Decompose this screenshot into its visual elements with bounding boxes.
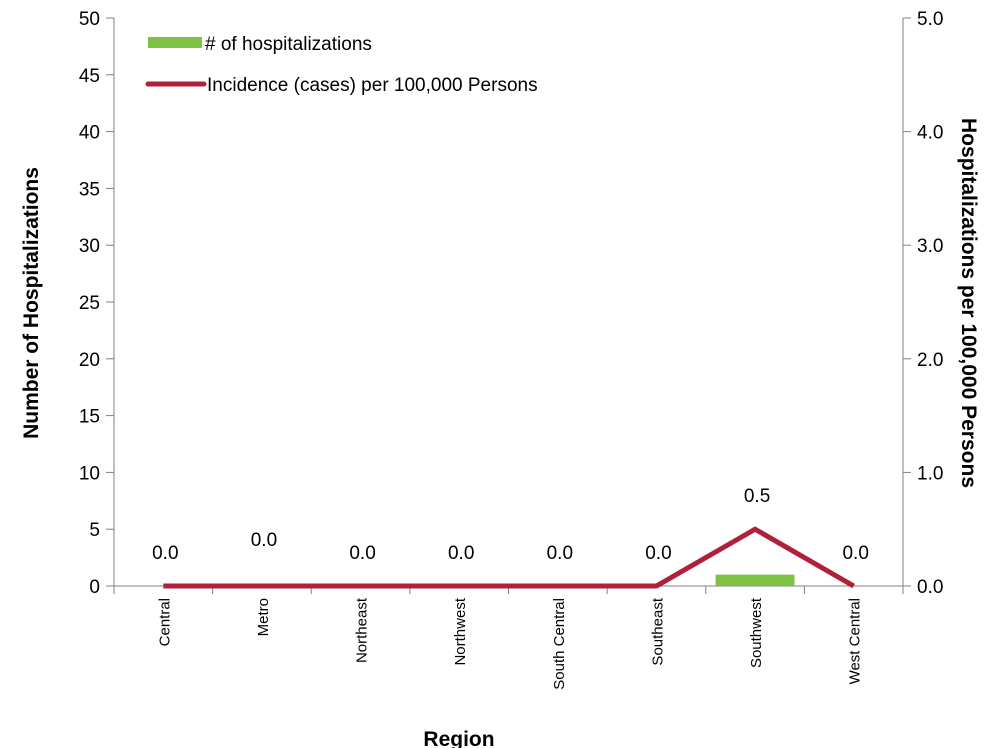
left-tick-label: 25 [79, 293, 100, 314]
right-tick-label: 5.0 [917, 9, 943, 30]
left-tick-label: 35 [79, 179, 100, 200]
data-label: 0.5 [744, 486, 770, 507]
legend: # of hospitalizations Incidence (cases) … [145, 34, 538, 96]
data-label: 0.0 [547, 543, 573, 564]
bar-series [715, 574, 795, 586]
left-tick-label: 0 [89, 577, 100, 598]
category-label: Northwest [452, 597, 469, 665]
left-tick-label: 50 [79, 9, 100, 30]
category-label: West Central [847, 598, 864, 684]
left-tick-label: 20 [79, 350, 100, 371]
left-tick-label: 40 [79, 123, 100, 144]
legend-bar-label: # of hospitalizations [205, 34, 372, 55]
y2-axis-title: Hospitalizations per 100,000 Persons [957, 118, 980, 488]
category-label: Southeast [649, 597, 666, 665]
left-tick-label: 5 [89, 520, 100, 541]
legend-line-label: Incidence (cases) per 100,000 Persons [207, 75, 538, 96]
incidence-line [163, 526, 855, 589]
left-tick-label: 10 [79, 463, 100, 484]
data-label: 0.0 [842, 543, 868, 564]
category-label: Southwest [748, 597, 765, 668]
left-axis-ticks: 0 5 10 15 20 25 30 35 40 45 50 [79, 9, 114, 598]
right-tick-label: 0.0 [917, 577, 943, 598]
category-label: Northeast [354, 597, 371, 663]
data-label: 0.0 [349, 543, 375, 564]
category-label: Metro [255, 598, 272, 636]
legend-bar-swatch [148, 37, 202, 48]
bar [715, 574, 795, 586]
right-axis-ticks: 0.0 1.0 2.0 3.0 4.0 5.0 [903, 9, 943, 598]
x-axis-title: Region [423, 728, 494, 748]
data-label: 0.0 [645, 543, 671, 564]
y-axis-title: Number of Hospitalizations [20, 167, 43, 439]
right-tick-label: 1.0 [917, 463, 943, 484]
data-label: 0.0 [152, 543, 178, 564]
right-tick-label: 3.0 [917, 236, 943, 257]
chart-axes [113, 18, 904, 594]
category-labels: Central Metro Northeast Northwest South Cent… [156, 597, 863, 690]
data-label: 0.0 [448, 543, 474, 564]
line-series [163, 526, 855, 589]
category-label: Central [156, 598, 173, 646]
right-tick-label: 2.0 [917, 350, 943, 371]
data-labels: 0.0 0.0 0.0 0.0 0.0 0.0 0.5 0.0 [152, 486, 869, 564]
data-label: 0.0 [251, 530, 277, 551]
category-label: South Central [551, 598, 568, 690]
left-tick-label: 15 [79, 407, 100, 428]
left-tick-label: 45 [79, 66, 100, 87]
left-tick-label: 30 [79, 236, 100, 257]
right-tick-label: 4.0 [917, 123, 943, 144]
